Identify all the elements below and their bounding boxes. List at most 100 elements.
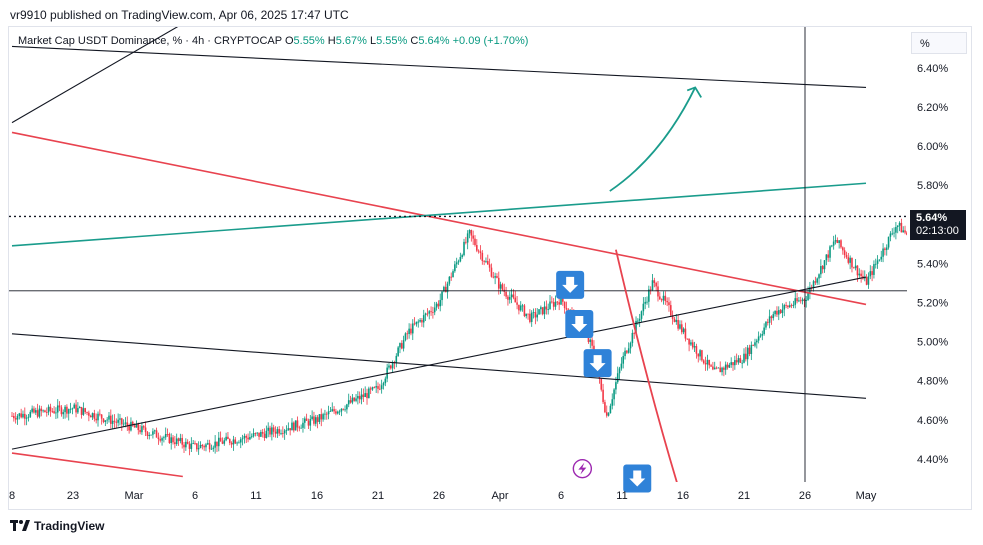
candle-body: [13, 415, 15, 419]
candle-body: [135, 423, 138, 428]
down-arrow-glyph: [571, 316, 588, 333]
candle-body: [880, 256, 883, 260]
candle-body: [496, 276, 498, 278]
low-label: L: [370, 35, 377, 47]
candle-body: [324, 413, 326, 415]
candle-body: [175, 438, 178, 445]
candle-body: [869, 271, 872, 277]
candle-body: [671, 315, 674, 320]
chart-frame: [8, 26, 972, 510]
candle-body: [695, 346, 698, 354]
teal-arrow-head: [686, 86, 702, 98]
candle-body: [166, 434, 169, 435]
candle-body: [280, 433, 282, 434]
candle-body: [364, 393, 366, 398]
candle-body: [730, 362, 732, 365]
candle-body: [735, 360, 738, 363]
candle-body: [159, 439, 162, 441]
candle-body: [472, 235, 474, 239]
price-axis[interactable]: 6.40% 6.20% 6.00% 5.80% 5.40% 5.20% 5.00% 4.80%…: [917, 63, 948, 466]
down-arrow-glyph: [629, 470, 646, 487]
candle-body: [860, 273, 862, 277]
candle-body: [644, 301, 646, 304]
candle-body: [670, 305, 672, 316]
candle-body: [950, 271, 952, 273]
candle-body: [648, 289, 650, 302]
candle-body: [205, 444, 207, 448]
candle-body: [214, 441, 216, 448]
candle-body: [459, 256, 462, 262]
candle-body: [369, 388, 372, 390]
candle-body: [265, 430, 268, 438]
candle-body: [814, 281, 817, 283]
candle-body: [97, 413, 99, 421]
candle-body: [382, 383, 385, 386]
candle-body: [763, 327, 765, 335]
symbol-title[interactable]: Market Cap USDT Dominance, % · 4h · CRYP…: [18, 35, 282, 47]
candle-body: [239, 439, 242, 443]
candle-body: [530, 312, 533, 322]
candle-body: [24, 413, 26, 419]
candle-body: [422, 315, 425, 323]
candle-body: [415, 321, 418, 325]
candle-body: [40, 408, 43, 412]
candle-body: [756, 340, 758, 343]
candle-body: [979, 265, 981, 269]
candle-body: [825, 254, 828, 261]
candle-body: [642, 303, 645, 312]
candle-body: [900, 222, 903, 233]
candle-body: [95, 418, 97, 421]
candle-body: [494, 276, 496, 278]
candle-body: [413, 323, 416, 325]
candle-body: [474, 238, 476, 246]
candle-body: [836, 240, 839, 243]
candle-body: [838, 240, 840, 243]
candle-body: [915, 240, 917, 241]
candle-body: [770, 316, 773, 319]
candle-body: [128, 426, 130, 431]
tradingview-logo-icon: [10, 520, 30, 532]
candle-body: [93, 413, 96, 419]
candle-body: [955, 268, 957, 271]
x-tick-label: 11: [250, 490, 261, 502]
high-value: 5.67%: [335, 35, 367, 47]
candle-body: [898, 222, 901, 226]
candle-body: [746, 347, 749, 360]
candle-body: [970, 268, 972, 274]
candle-body: [395, 355, 398, 363]
candle-body: [247, 437, 249, 440]
candle-body: [477, 250, 480, 252]
candle-body: [446, 283, 449, 293]
candle-body: [157, 437, 160, 440]
teal-up-arrow: [609, 87, 697, 192]
lightning-icon: [572, 458, 593, 479]
candle-body: [673, 319, 676, 322]
candle-body: [269, 427, 271, 435]
candle-body: [170, 437, 173, 444]
time-axis[interactable]: 8 23 Mar 6 11 16 21 26 Apr 6 11 16 21 26 May: [9, 490, 877, 502]
unit-selector[interactable]: %: [911, 32, 967, 54]
y-tick-label: 5.40%: [917, 258, 948, 270]
publisher-line: vr9910 published on TradingView.com, Apr…: [10, 8, 349, 22]
candle-body: [142, 426, 145, 428]
candle-body: [662, 295, 665, 301]
candle-body: [256, 432, 259, 434]
candle-body: [794, 298, 797, 305]
candle-body: [781, 309, 784, 314]
candle-body: [926, 249, 928, 251]
candle-body: [106, 419, 108, 421]
low-value: 5.55%: [376, 35, 408, 47]
candle-body: [874, 263, 877, 265]
candle-body: [604, 402, 606, 413]
candle-body: [148, 434, 151, 436]
candle-body: [111, 420, 114, 424]
x-tick-label: May: [856, 490, 877, 502]
footer-brand[interactable]: TradingView: [10, 519, 104, 533]
candle-body: [258, 432, 260, 437]
candle-body: [873, 264, 875, 275]
candle-body: [335, 411, 337, 414]
candle-body: [543, 306, 546, 315]
candle-body: [289, 428, 291, 431]
candle-body: [437, 303, 440, 307]
